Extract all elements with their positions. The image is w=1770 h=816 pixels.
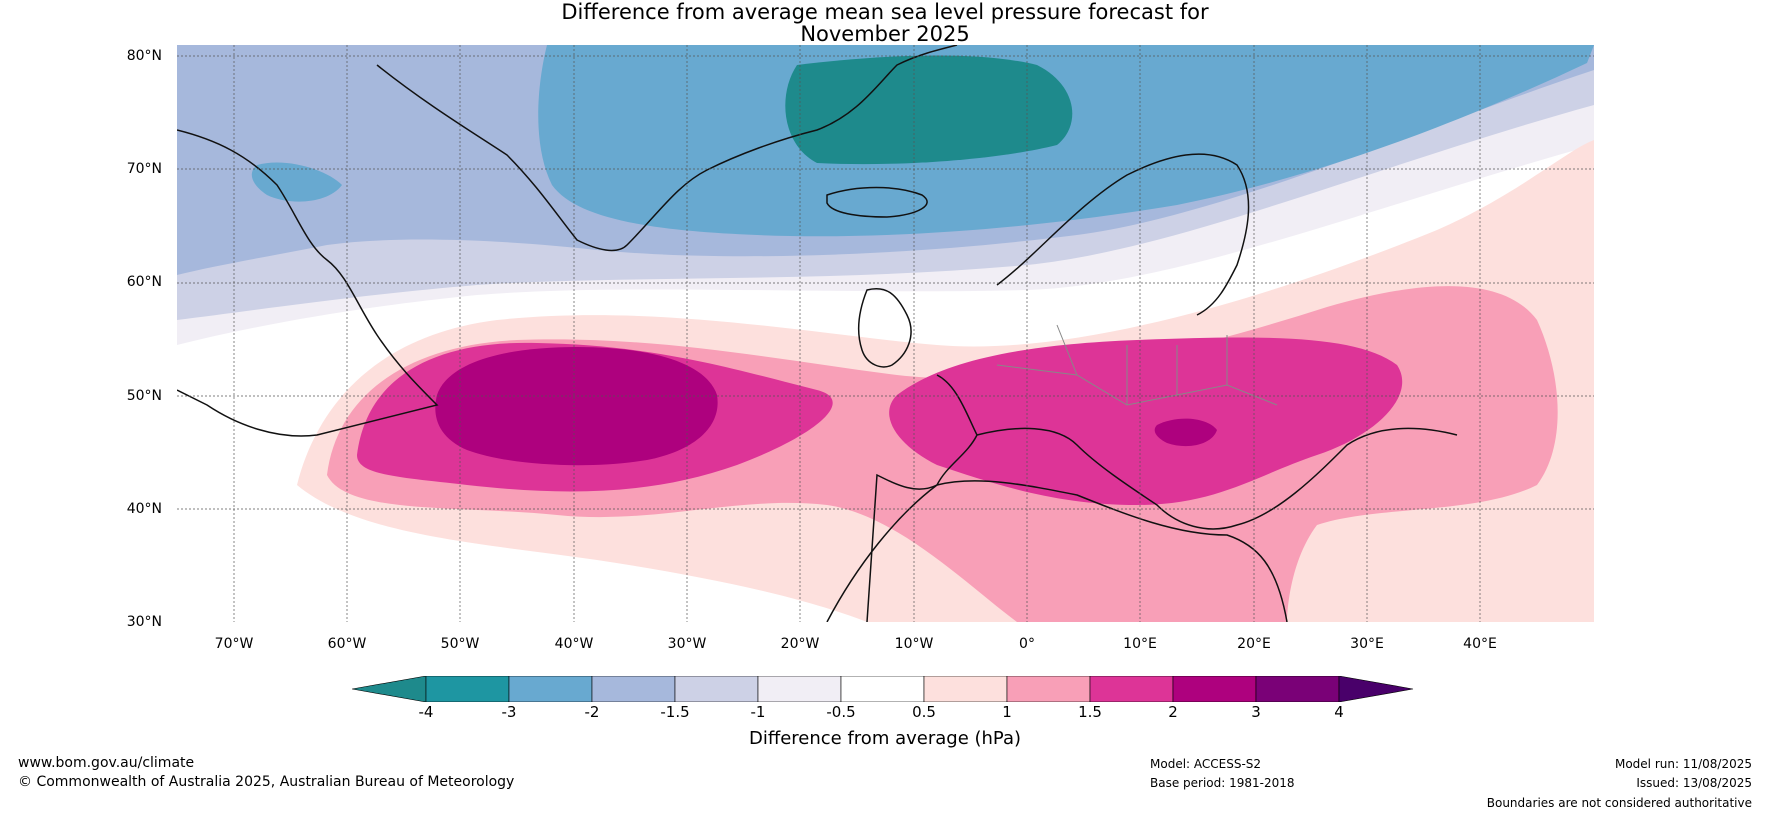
anomaly-fill-plus-1.5-europe xyxy=(889,337,1403,505)
lon-label-40e: 40°E xyxy=(1463,636,1497,652)
colorbar-segment xyxy=(1172,676,1257,702)
greenland-coast xyxy=(376,45,958,252)
lon-label-70w: 70°W xyxy=(214,636,254,652)
footer-copyright: © Commonwealth of Australia 2025, Austra… xyxy=(18,774,515,790)
footer-model: Model: ACCESS-S2 xyxy=(1150,757,1262,771)
lat-label-30n: 30°N xyxy=(126,614,162,630)
lon-label-10e: 10°E xyxy=(1123,636,1157,652)
europe-coast xyxy=(866,374,1458,622)
colorbar-extend-low xyxy=(352,676,427,702)
colorbar xyxy=(352,676,1414,702)
lon-label-50w: 50°W xyxy=(440,636,480,652)
lon-label-10w: 10°W xyxy=(894,636,934,652)
colorbar-tick-label: 0.5 xyxy=(912,703,936,721)
country-borders xyxy=(996,324,1278,406)
colorbar-tick-label: 2 xyxy=(1168,703,1178,721)
colorbar-tick-label: -0.5 xyxy=(826,703,856,721)
colorbar-segment xyxy=(1255,676,1340,702)
lon-label-20w: 20°W xyxy=(780,636,820,652)
lon-label-20e: 20°E xyxy=(1237,636,1271,652)
colorbar-segment xyxy=(674,676,759,702)
colorbar-tick-label: -2 xyxy=(584,703,600,721)
colorbar-tick-label: 4 xyxy=(1334,703,1344,721)
colorbar-tick-label: -1.5 xyxy=(660,703,690,721)
africa-coast xyxy=(826,480,1288,622)
colorbar-tick-label: 1.5 xyxy=(1078,703,1102,721)
lat-label-40n: 40°N xyxy=(126,501,162,517)
colorbar-tick-label: 3 xyxy=(1251,703,1261,721)
footer-base-period: Base period: 1981-2018 xyxy=(1150,776,1295,790)
footer-url: www.bom.gov.au/climate xyxy=(18,755,195,771)
colorbar-segment xyxy=(425,676,510,702)
lat-label-50n: 50°N xyxy=(126,388,162,404)
colorbar-segment xyxy=(757,676,842,702)
chart-title-line-1: Difference from average mean sea level p… xyxy=(561,0,1209,24)
colorbar-segment xyxy=(508,676,593,702)
footer-issued: Issued: 13/08/2025 xyxy=(1636,776,1752,790)
colorbar-label: Difference from average (hPa) xyxy=(748,728,1022,749)
lat-label-60n: 60°N xyxy=(126,274,162,290)
lat-label-70n: 70°N xyxy=(126,161,162,177)
lat-label-80n: 80°N xyxy=(126,48,162,64)
colorbar-tick-label: -4 xyxy=(418,703,434,721)
footer-model-run: Model run: 11/08/2025 xyxy=(1614,757,1752,771)
iceland-coast xyxy=(826,186,928,218)
canada-coast xyxy=(177,129,439,437)
colorbar-segment xyxy=(591,676,676,702)
anomaly-fill-plus-2-italy xyxy=(1154,418,1217,447)
colorbar-tick-label: 1 xyxy=(1002,703,1012,721)
chart-title-line-2: November 2025 xyxy=(800,22,970,46)
lon-label-60w: 60°W xyxy=(327,636,367,652)
anomaly-map xyxy=(177,45,1594,622)
anomaly-fill-minus-3 xyxy=(785,55,1073,165)
colorbar-segment xyxy=(1089,676,1174,702)
scandinavia-coast xyxy=(996,153,1250,316)
lon-label-30w: 30°W xyxy=(667,636,707,652)
anomaly-fill-plus-2-atlantic xyxy=(435,347,718,466)
footer-boundaries-note: Boundaries are not considered authoritat… xyxy=(1486,796,1752,810)
colorbar-segment xyxy=(840,676,925,702)
colorbar-tick-label: -3 xyxy=(501,703,517,721)
colorbar-tick-label: -1 xyxy=(750,703,766,721)
colorbar-segment xyxy=(1006,676,1091,702)
lon-label-0: 0° xyxy=(1019,636,1035,652)
uk-ireland-coast xyxy=(857,288,912,368)
lon-label-30e: 30°E xyxy=(1350,636,1384,652)
colorbar-segment xyxy=(923,676,1008,702)
lon-label-40w: 40°W xyxy=(554,636,594,652)
colorbar-extend-high xyxy=(1338,676,1414,702)
anomaly-fill-minus-2-west xyxy=(251,162,342,202)
